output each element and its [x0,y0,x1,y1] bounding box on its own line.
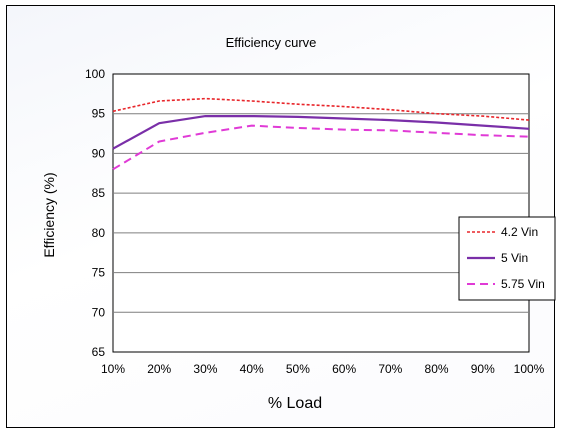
chart-frame: Efficiency curve 65 70 75 80 85 90 95 100 10% 20… [6,5,556,428]
y-tick-labels: 65 70 75 80 85 90 95 100 [85,67,105,359]
x-tick-label: 80% [425,362,449,376]
legend-label-2: 5 Vin [501,251,528,265]
y-tick-label: 100 [85,67,105,81]
x-tick-label: 90% [471,362,495,376]
x-tick-label: 40% [240,362,264,376]
y-axis-label: Efficiency (%) [41,172,57,257]
y-tick-label: 90 [92,146,106,160]
x-tick-labels: 10% 20% 30% 40% 50% 60% 70% 80% 90% 100% [101,362,545,376]
x-axis-label: % Load [268,395,322,412]
y-tick-label: 85 [92,186,106,200]
series-line-3 [112,124,530,171]
y-tick-label: 70 [92,305,106,319]
y-tick-label: 75 [92,266,106,280]
x-tick-label: 10% [101,362,125,376]
x-tick-label: 60% [332,362,356,376]
efficiency-chart: Efficiency curve 65 70 75 80 85 90 95 100 10% 20… [41,35,556,412]
x-tick-label: 100% [514,362,545,376]
series-line-1 [112,97,530,121]
x-tick-label: 70% [378,362,402,376]
x-tick-label: 50% [286,362,310,376]
series-lines [112,97,530,171]
x-tick-label: 30% [193,362,217,376]
series-line-2 [112,114,530,150]
legend-label-3: 5.75 Vin [501,277,545,291]
y-tick-label: 80 [92,226,106,240]
legend: 4.2 Vin 5 Vin 5.75 Vin [458,216,556,301]
x-tick-label: 20% [147,362,171,376]
legend-label-1: 4.2 Vin [501,225,538,239]
chart-title: Efficiency curve [226,35,317,50]
y-tick-label: 65 [92,345,106,359]
y-tick-label: 95 [92,107,106,121]
